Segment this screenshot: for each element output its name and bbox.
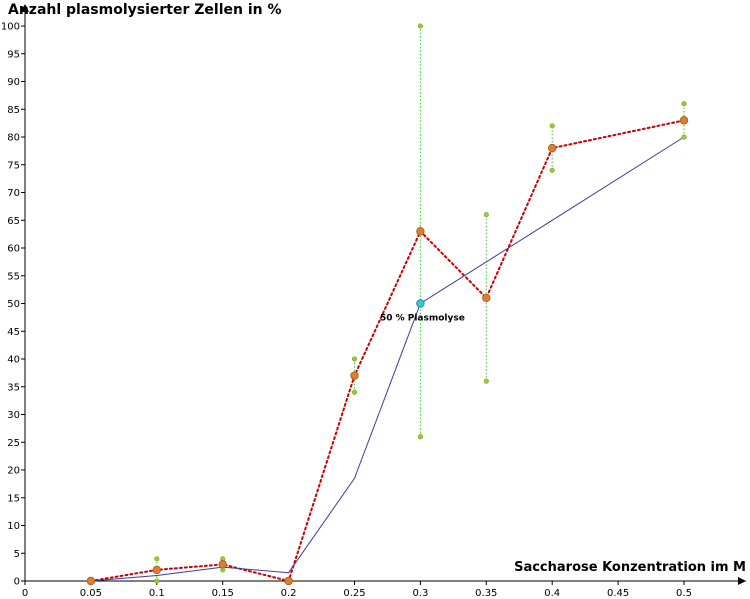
x-tick-label: 0.05 [80, 588, 102, 599]
y-tick-label: 95 [7, 49, 20, 60]
y-tick-label: 70 [7, 188, 20, 199]
y-tick-label: 60 [7, 244, 20, 255]
range-end-point [154, 556, 160, 562]
y-axis-arrow [21, 4, 29, 12]
axes [21, 4, 746, 585]
range-end-point [351, 389, 358, 395]
range-end-point [681, 101, 687, 107]
data-point [218, 560, 227, 569]
series-line-red [89, 119, 685, 583]
y-tick-label: 35 [7, 382, 20, 393]
x-tick-label: 0 [22, 588, 28, 599]
data-point [482, 293, 491, 303]
y-tick-label: 85 [7, 105, 20, 116]
series-line-blue [90, 136, 685, 582]
range-end-point [417, 23, 423, 29]
x-tick-label: 0.15 [212, 588, 234, 599]
range-end-point [483, 378, 489, 384]
data-point [548, 143, 557, 153]
data-markers [86, 23, 689, 586]
data-point [416, 227, 425, 236]
y-tick-label: 75 [7, 160, 20, 171]
x-axis-arrow [738, 577, 746, 585]
range-end-point [681, 134, 687, 140]
y-tick-label: 55 [7, 271, 20, 282]
x-tick-label: 0.3 [412, 588, 428, 599]
y-tick-label: 80 [7, 133, 20, 144]
data-point [152, 565, 161, 575]
x-axis-title: Saccharose Konzentration im M [514, 560, 746, 575]
range-end-point [154, 578, 160, 584]
data-point [679, 116, 689, 125]
y-tick-label: 30 [7, 410, 20, 421]
y-tick-label: 20 [7, 466, 20, 477]
y-tick-label: 45 [7, 327, 20, 338]
x-tick-label: 0.25 [343, 588, 365, 599]
y-tick-label: 65 [7, 216, 20, 227]
data-point [284, 576, 293, 586]
data-point [86, 576, 96, 586]
range-end-point [549, 167, 555, 173]
range-end-point [417, 434, 423, 440]
y-tick-label: 5 [14, 549, 20, 560]
series-lines [89, 119, 685, 583]
y-tick-label: 25 [7, 438, 20, 449]
y-axis-title: Anzahl plasmolysierter Zellen in % [8, 2, 282, 18]
y-tick-label: 15 [7, 493, 20, 504]
x-tick-label: 0.35 [475, 588, 497, 599]
x-tick-label: 0.1 [149, 588, 165, 599]
plasmolysis-50-label: 50 % Plasmolyse [380, 314, 465, 324]
y-tick-label: 10 [7, 521, 20, 532]
y-tick-label: 0 [14, 577, 20, 588]
range-end-point [549, 123, 555, 129]
plasmolysis-50-point [416, 299, 425, 308]
tick-labels: 0 0.05 0.1 0.15 0.2 0.25 0.3 0.35 0.4 0.45 0.5 0 5 10… [1, 22, 692, 599]
y-tick-label: 50 [7, 299, 20, 310]
range-end-point [483, 212, 489, 218]
x-tick-label: 0.45 [607, 588, 629, 599]
x-tick-label: 0.2 [281, 588, 297, 599]
y-tick-label: 90 [7, 77, 20, 88]
range-end-point [351, 356, 358, 362]
x-tick-label: 0.4 [544, 588, 560, 599]
x-tick-label: 0.5 [676, 588, 692, 599]
y-tick-label: 100 [1, 22, 20, 33]
y-tick-label: 40 [7, 355, 20, 366]
data-point [350, 371, 359, 380]
